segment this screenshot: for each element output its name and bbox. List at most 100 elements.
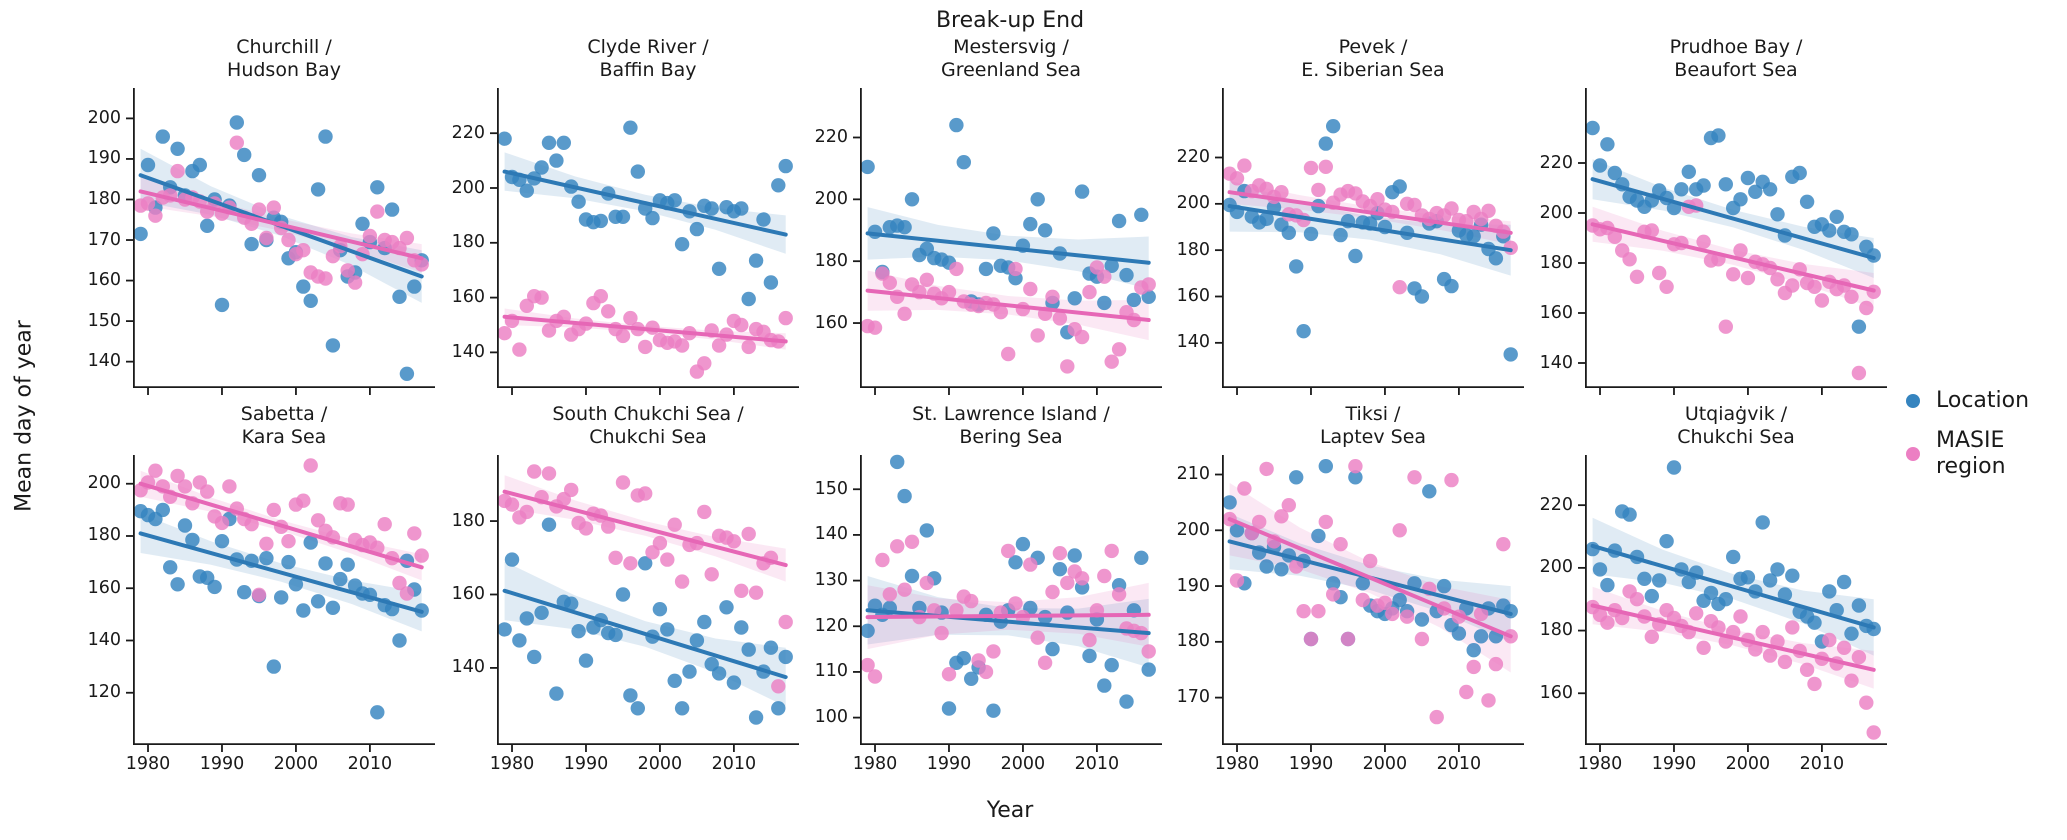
y-tick-label: 160 <box>451 583 485 604</box>
location-point <box>170 141 185 156</box>
location-point <box>890 454 905 470</box>
location-point <box>1822 584 1837 599</box>
location-point <box>660 622 675 637</box>
masie-region-point <box>1303 160 1319 176</box>
location-point <box>1414 289 1430 304</box>
x-tick-label: 2000 <box>1725 754 1771 774</box>
y-tick-label: 100 <box>814 707 848 728</box>
y-tick-label: 120 <box>814 615 848 636</box>
location-point <box>325 338 341 353</box>
location-point <box>185 532 200 548</box>
masie-region-point <box>266 502 281 518</box>
location-point <box>1119 694 1134 709</box>
masie-region-point <box>1104 354 1119 369</box>
location-point <box>1770 207 1785 222</box>
location-point <box>1703 585 1719 601</box>
location-point <box>1074 184 1090 199</box>
x-tick-label: 1990 <box>926 754 972 774</box>
x-tick-label: 1980 <box>852 754 898 774</box>
masie-region-point <box>674 574 690 589</box>
masie-region-point <box>1481 693 1496 708</box>
location-point <box>310 594 326 609</box>
y-tick-label: 180 <box>1539 252 1573 273</box>
location-point <box>384 202 400 217</box>
masie-region-point <box>541 466 557 481</box>
y-tick-label: 200 <box>87 107 121 128</box>
location-point <box>1082 648 1097 664</box>
masie-region-point <box>512 342 527 357</box>
masie-region-point <box>1363 553 1378 569</box>
location-point <box>623 688 638 703</box>
location-point <box>711 666 727 681</box>
location-point <box>1355 576 1370 591</box>
masie-region-point <box>1444 201 1459 216</box>
x-tick-label: 2010 <box>711 754 757 774</box>
masie-region-point <box>1370 192 1385 207</box>
location-point <box>1274 562 1289 577</box>
location-point <box>155 129 170 144</box>
location-point <box>288 577 304 592</box>
location-point <box>1488 251 1504 266</box>
masie-region-point <box>1785 278 1800 293</box>
location-point <box>897 220 912 235</box>
location-point <box>1770 562 1785 577</box>
location-point <box>497 622 512 637</box>
location-point <box>527 649 542 665</box>
location-point <box>1318 459 1333 474</box>
location-point <box>407 279 422 294</box>
y-tick-label: 140 <box>1539 352 1573 373</box>
masie-region-point <box>1466 659 1481 675</box>
masie-region-point <box>281 534 296 549</box>
x-tick-label: 2000 <box>1362 754 1408 774</box>
masie-region-point <box>1644 223 1659 238</box>
location-point <box>1104 258 1119 273</box>
masie-region-point <box>1274 185 1289 200</box>
masie-region-point <box>1074 329 1090 345</box>
masie-region-point <box>1060 359 1075 374</box>
masie-region-point <box>674 338 690 353</box>
x-tick-label: 1990 <box>199 754 245 774</box>
masie-region-trend-line <box>865 288 1151 322</box>
panel-plot-area <box>1215 88 1524 395</box>
y-tick-label: 180 <box>87 188 121 209</box>
x-tick-label: 1980 <box>489 754 535 774</box>
masie-region-point <box>1733 243 1748 258</box>
location-point <box>534 160 549 175</box>
location-point <box>392 289 407 304</box>
masie-region-point <box>1311 182 1326 198</box>
location-point <box>133 226 148 242</box>
masie-region-scatter <box>1222 459 1518 725</box>
x-tick-label: 2000 <box>273 754 319 774</box>
legend-label-location: Location <box>1936 388 2030 413</box>
y-tick-label: 140 <box>1176 332 1210 353</box>
location-point <box>615 209 631 224</box>
masie-region-point <box>296 243 311 258</box>
legend-item-location: Location <box>1906 388 2029 414</box>
panel-title: Sabetta / Kara Sea <box>240 403 328 449</box>
location-point <box>1851 598 1867 613</box>
location-point <box>1348 248 1363 264</box>
location-point <box>689 221 705 237</box>
masie-region-point <box>1696 640 1711 655</box>
location-point <box>956 651 971 666</box>
location-point <box>1674 182 1689 197</box>
masie-region-point <box>1104 543 1119 559</box>
y-tick-label: 220 <box>1176 146 1210 167</box>
masie-region-point <box>978 664 994 680</box>
location-point <box>674 237 690 252</box>
y-tick-label: 140 <box>451 341 485 362</box>
location-point <box>163 560 178 575</box>
x-tick-label: 1990 <box>1288 754 1334 774</box>
masie-region-point <box>704 567 719 582</box>
location-point <box>593 213 608 229</box>
masie-region-point <box>1052 546 1068 561</box>
location-point <box>904 192 920 207</box>
location-point <box>919 523 934 538</box>
masie-region-point <box>1377 595 1393 610</box>
location-point <box>697 614 712 630</box>
location-point <box>177 518 193 533</box>
masie-region-point <box>882 587 897 602</box>
y-tick-label: 220 <box>1539 494 1573 515</box>
location-point <box>1607 165 1622 181</box>
location-point <box>1733 192 1748 207</box>
